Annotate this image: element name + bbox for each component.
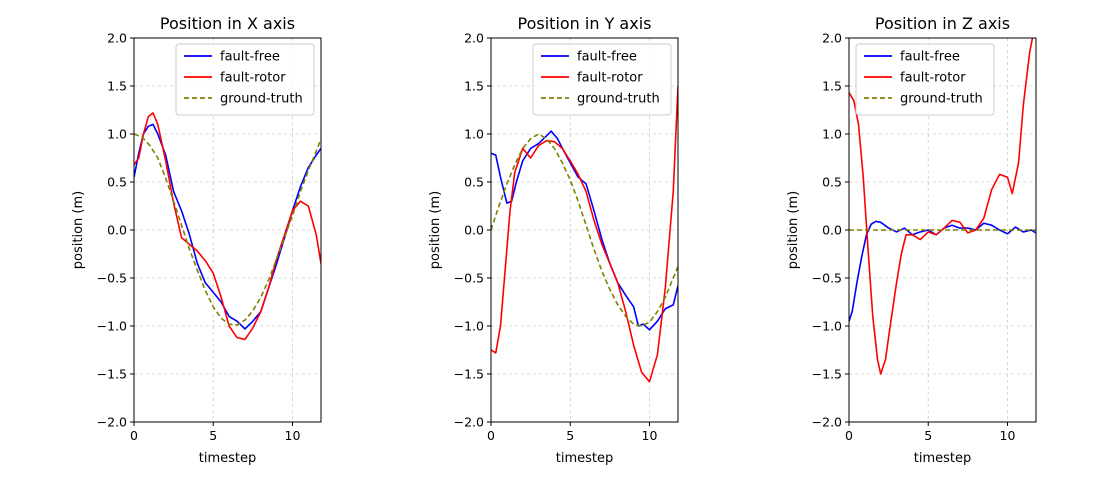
series-line-fault-rotor [849, 38, 1034, 375]
y-tick-label: −1.0 [97, 319, 127, 334]
y-tick-label: 0.5 [822, 175, 842, 190]
chart-title: Position in X axis [160, 14, 295, 33]
chart-panel-1: 0 5 10 −2.0 −1.5 −1.0 −0.5 0.0 0.5 1.0 1.5 2.0 Posit… [71, 14, 322, 466]
legend: fault-free fault-rotor ground-truth [855, 43, 995, 116]
legend-label: fault-rotor [220, 71, 286, 86]
y-tick-label: 2.0 [464, 31, 484, 46]
legend-label: ground-truth [900, 92, 983, 107]
x-tick-label: 10 [642, 428, 658, 443]
x-tick-label: 10 [285, 428, 301, 443]
x-axis-label: timestep [914, 451, 972, 466]
chart-title: Position in Z axis [875, 14, 1010, 33]
y-tick-label: −1.5 [454, 367, 484, 382]
legend: fault-free fault-rotor ground-truth [175, 43, 315, 116]
y-tick-label: 1.5 [107, 79, 127, 94]
series-line-fault-free [491, 130, 678, 331]
y-tick-label: −2.0 [812, 415, 842, 430]
series-line-fault-rotor [491, 85, 678, 383]
legend-label: fault-rotor [900, 71, 966, 86]
legend-label: fault-free [220, 50, 280, 65]
y-tick-label: −0.5 [97, 271, 127, 286]
y-axis-label: position (m) [428, 191, 443, 269]
legend-label: ground-truth [220, 92, 303, 107]
x-tick-label: 0 [130, 428, 138, 443]
y-tick-label: 0.0 [822, 223, 842, 238]
y-tick-label: 0.5 [107, 175, 127, 190]
legend-label: fault-free [900, 50, 960, 65]
y-tick-label: −1.0 [454, 319, 484, 334]
y-tick-label: −1.5 [97, 367, 127, 382]
y-tick-label: 1.5 [822, 79, 842, 94]
y-tick-label: 1.0 [464, 127, 484, 142]
y-tick-label: −2.0 [454, 415, 484, 430]
legend-label: fault-free [577, 50, 637, 65]
y-tick-label: −1.5 [812, 367, 842, 382]
legend-label: fault-rotor [577, 71, 643, 86]
y-tick-label: 2.0 [107, 31, 127, 46]
x-tick-label: 10 [1000, 428, 1016, 443]
series-line-fault-rotor [134, 112, 321, 341]
x-tick-label: 5 [566, 428, 574, 443]
y-tick-label: 2.0 [822, 31, 842, 46]
x-tick-label: 5 [924, 428, 932, 443]
series-line-ground-truth [134, 133, 321, 326]
y-tick-label: 1.0 [822, 127, 842, 142]
y-tick-label: −1.0 [812, 319, 842, 334]
chart-title: Position in Y axis [518, 14, 652, 33]
chart-panel-2: 0 5 10 −2.0 −1.5 −1.0 −0.5 0.0 0.5 1.0 1.5 2.0 Posit… [428, 14, 679, 466]
y-axis-label: position (m) [71, 191, 86, 269]
legend-label: ground-truth [577, 92, 660, 107]
x-axis-label: timestep [556, 451, 614, 466]
x-tick-label: 0 [845, 428, 853, 443]
legend: fault-free fault-rotor ground-truth [532, 43, 672, 116]
y-tick-label: 0.0 [464, 223, 484, 238]
y-tick-label: −0.5 [812, 271, 842, 286]
y-tick-label: 0.0 [107, 223, 127, 238]
y-tick-label: 0.5 [464, 175, 484, 190]
chart-panel-3: 0 5 10 −2.0 −1.5 −1.0 −0.5 0.0 0.5 1.0 1.5 2.0 Posit… [786, 14, 1037, 466]
y-tick-label: −0.5 [454, 271, 484, 286]
y-tick-label: −2.0 [97, 415, 127, 430]
y-axis-label: position (m) [786, 191, 801, 269]
y-tick-label: 1.0 [107, 127, 127, 142]
x-axis-label: timestep [199, 451, 257, 466]
x-tick-label: 0 [487, 428, 495, 443]
x-tick-label: 5 [209, 428, 217, 443]
y-tick-label: 1.5 [464, 79, 484, 94]
